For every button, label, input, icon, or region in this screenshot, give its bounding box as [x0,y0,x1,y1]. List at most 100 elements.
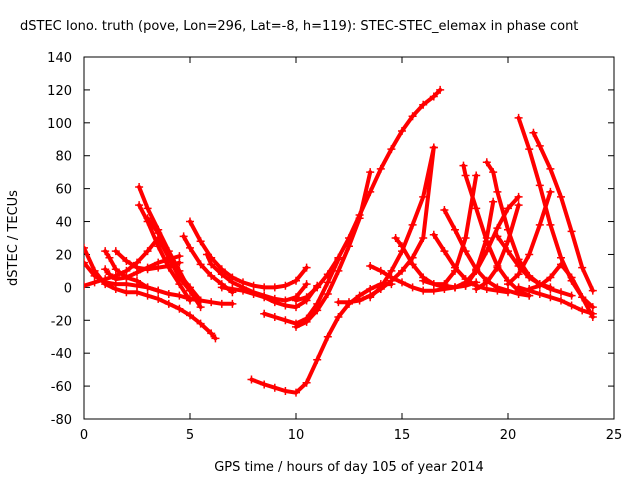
data-point [323,270,332,279]
data-point [493,187,502,196]
data-point [459,161,468,170]
data-point [143,214,152,223]
data-point [525,145,534,154]
data-point [408,260,417,269]
data-point [504,204,512,213]
data-point [202,250,211,259]
data-point [292,296,300,305]
data-point [514,270,523,279]
data-point [578,293,587,302]
data-point [514,201,523,210]
data-point [567,301,576,310]
data-point [489,197,498,206]
data-point [376,283,385,292]
data-point [164,289,173,298]
y-tick-label: -20 [51,314,72,329]
series-line [145,216,203,303]
series-16 [292,168,375,331]
data-point [345,298,353,307]
data-point [440,206,449,215]
y-tick-label: 0 [64,281,72,296]
data-point [504,237,512,246]
series-line [421,173,479,287]
series-line [336,145,436,305]
data-point [334,312,343,321]
data-point [270,383,279,392]
data-point [588,286,597,295]
data-point [281,387,290,396]
data-point [90,278,99,287]
data-point [111,265,120,274]
data-point [472,171,481,180]
data-point [366,187,375,196]
data-point [429,280,438,289]
x-tick-label: 0 [80,428,88,443]
data-point [387,145,396,154]
data-point [323,332,332,341]
data-point [111,275,120,284]
data-point [429,143,438,152]
data-point [302,263,311,272]
data-point [154,242,163,251]
data-point [217,299,226,308]
data-point [154,286,163,295]
data-point [313,306,322,315]
x-tick-label: 15 [394,428,411,443]
series-line [442,194,521,290]
data-point [133,263,141,272]
data-point [557,296,565,305]
x-tick-label: 25 [606,428,623,443]
x-axis-ticks: 0 5 10 15 20 25 [80,57,622,443]
y-tick-label: 140 [47,51,72,66]
data-point [101,275,110,284]
data-point [135,201,144,210]
data-point [546,285,555,294]
data-point [525,250,534,259]
data-point [546,164,555,173]
data-point [228,299,237,308]
y-tick-label: 20 [55,248,72,263]
data-point [217,283,226,292]
data-point [366,261,375,270]
data-point [260,380,269,389]
data-point [101,265,110,274]
data-point [164,299,173,308]
data-point [419,100,428,109]
series-17 [292,85,445,305]
data-point [546,187,555,196]
data-point [567,291,576,300]
y-tick-label: 80 [55,150,72,165]
data-point [313,283,322,292]
data-point [135,182,144,191]
y-tick-label: 40 [55,216,72,231]
data-point [567,273,576,282]
y-tick-label: -60 [51,380,72,395]
data-point [461,281,470,290]
data-point [334,253,343,262]
series-line [84,245,218,341]
data-point [207,260,216,269]
data-point [217,270,226,279]
data-point [451,283,459,292]
series-29 [493,232,576,300]
data-point [493,232,502,241]
series-line [219,283,320,310]
data-point [154,294,163,303]
data-point [493,283,502,292]
data-point [578,306,587,315]
data-point [196,237,205,246]
data-point [535,289,544,298]
data-point [557,288,565,297]
data-point [535,220,544,229]
data-point [249,289,258,298]
series-33 [504,187,555,289]
data-point [260,293,269,302]
data-point [398,278,406,287]
data-point [440,280,449,289]
data-point [292,276,300,285]
data-point [302,378,311,387]
data-point [207,298,216,307]
data-point [588,309,597,318]
data-point [376,164,385,173]
data-point [196,296,205,305]
